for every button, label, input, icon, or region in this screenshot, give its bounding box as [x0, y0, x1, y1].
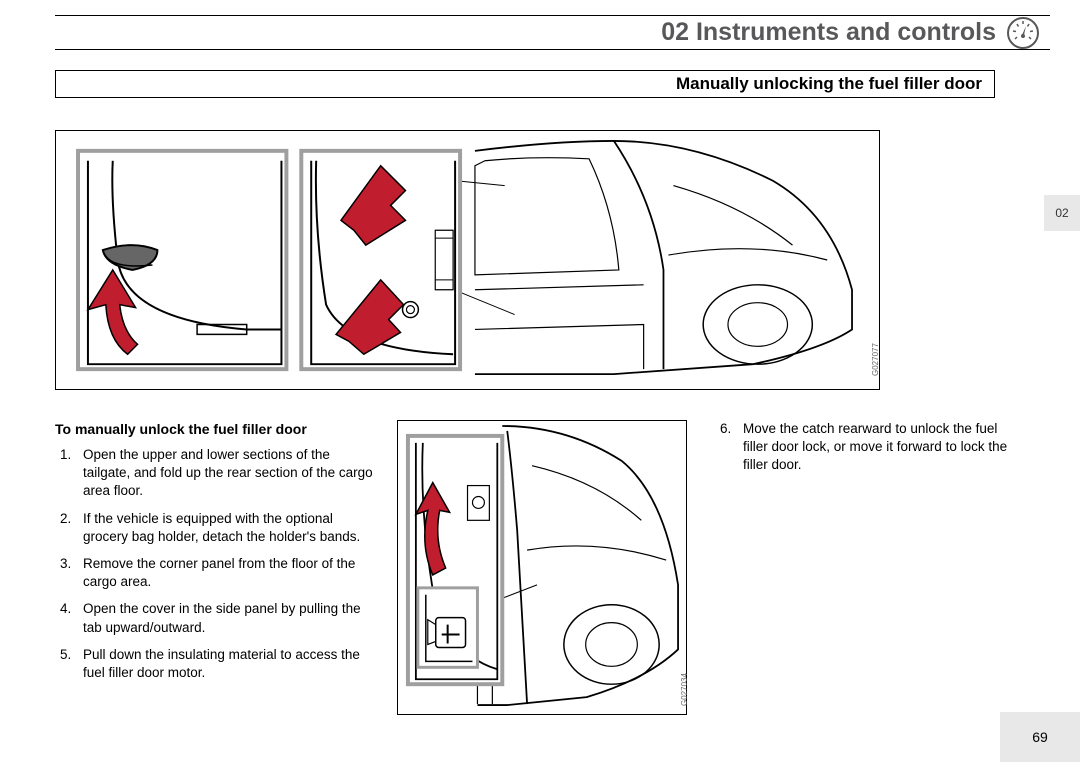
chapter-header: 02 Instruments and controls: [55, 15, 1050, 50]
instruction-list-continued: Move the catch rearward to unlock the fu…: [715, 420, 1010, 475]
instruction-step: Remove the corner panel from the floor o…: [55, 555, 375, 591]
instruction-step-6: Move the catch rearward to unlock the fu…: [715, 420, 1010, 475]
instruction-step: If the vehicle is equipped with the opti…: [55, 510, 375, 546]
figure-cargo-panel: G027077: [55, 130, 880, 390]
page-number: 69: [1032, 729, 1048, 745]
page-number-box: 69: [1000, 712, 1080, 762]
chapter-title: 02 Instruments and controls: [661, 18, 996, 47]
image-code-2: G027034: [680, 673, 689, 706]
instructions-column-3: Move the catch rearward to unlock the fu…: [715, 420, 1010, 475]
section-header: Manually unlocking the fuel filler door: [55, 70, 995, 98]
manual-page: 02 Instruments and controls Manually unl…: [0, 0, 1080, 762]
image-code-1: G027077: [871, 343, 880, 376]
instruction-step: Open the cover in the side panel by pull…: [55, 600, 375, 636]
instructions-heading: To manually unlock the fuel filler door: [55, 420, 375, 439]
instruction-step: Pull down the insulating material to acc…: [55, 646, 375, 682]
instruction-list: Open the upper and lower sections of the…: [55, 446, 375, 682]
instruction-step: Open the upper and lower sections of the…: [55, 446, 375, 501]
gauge-icon: [1006, 16, 1040, 50]
side-chapter-tab: 02: [1044, 195, 1080, 231]
side-tab-label: 02: [1055, 206, 1068, 220]
figure-filler-motor: G027034: [397, 420, 687, 715]
section-title: Manually unlocking the fuel filler door: [676, 74, 982, 94]
instructions-column-1: To manually unlock the fuel filler door …: [55, 420, 375, 691]
